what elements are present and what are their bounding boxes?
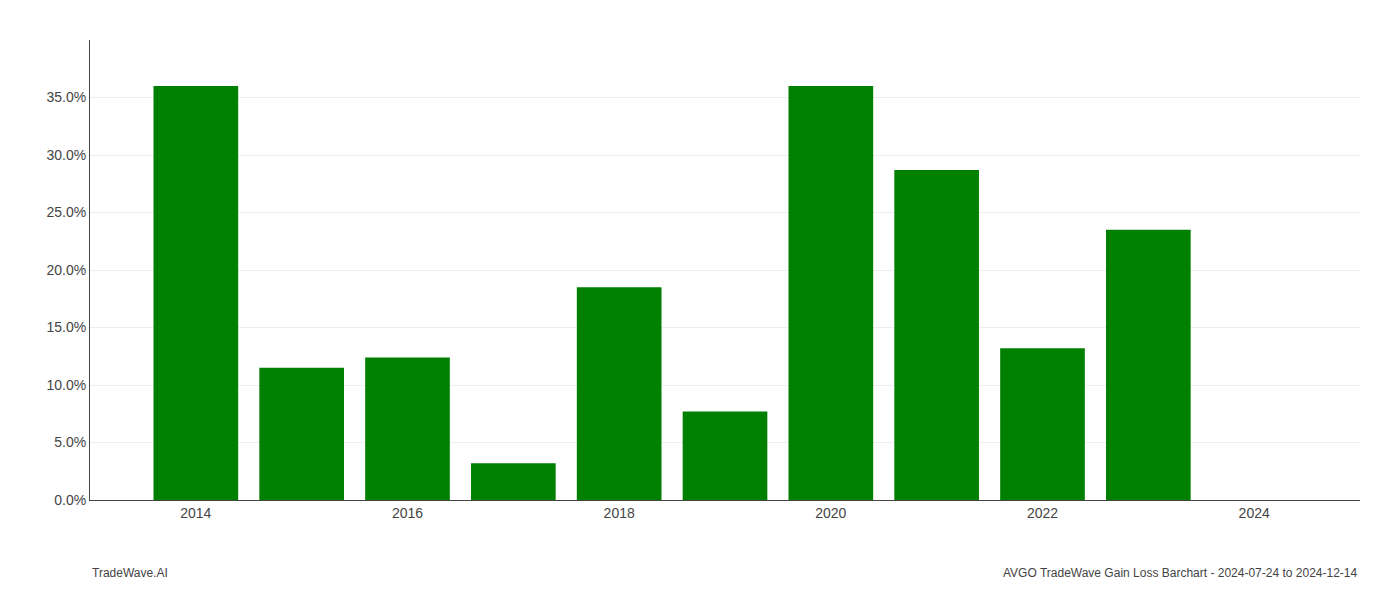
svg-text:10.0%: 10.0% [46,377,86,393]
svg-text:2022: 2022 [1027,505,1058,521]
svg-text:2024: 2024 [1239,505,1270,521]
svg-text:35.0%: 35.0% [46,89,86,105]
svg-text:25.0%: 25.0% [46,204,86,220]
svg-text:AVGO TradeWave Gain Loss Barch: AVGO TradeWave Gain Loss Barchart - 2024… [1003,566,1358,580]
svg-text:2016: 2016 [392,505,423,521]
svg-text:20.0%: 20.0% [46,262,86,278]
svg-text:15.0%: 15.0% [46,319,86,335]
svg-text:5.0%: 5.0% [54,434,86,450]
svg-text:2014: 2014 [180,505,211,521]
svg-text:2018: 2018 [604,505,635,521]
svg-text:0.0%: 0.0% [54,492,86,508]
svg-text:30.0%: 30.0% [46,147,86,163]
svg-text:TradeWave.AI: TradeWave.AI [92,566,168,580]
svg-text:2020: 2020 [815,505,846,521]
